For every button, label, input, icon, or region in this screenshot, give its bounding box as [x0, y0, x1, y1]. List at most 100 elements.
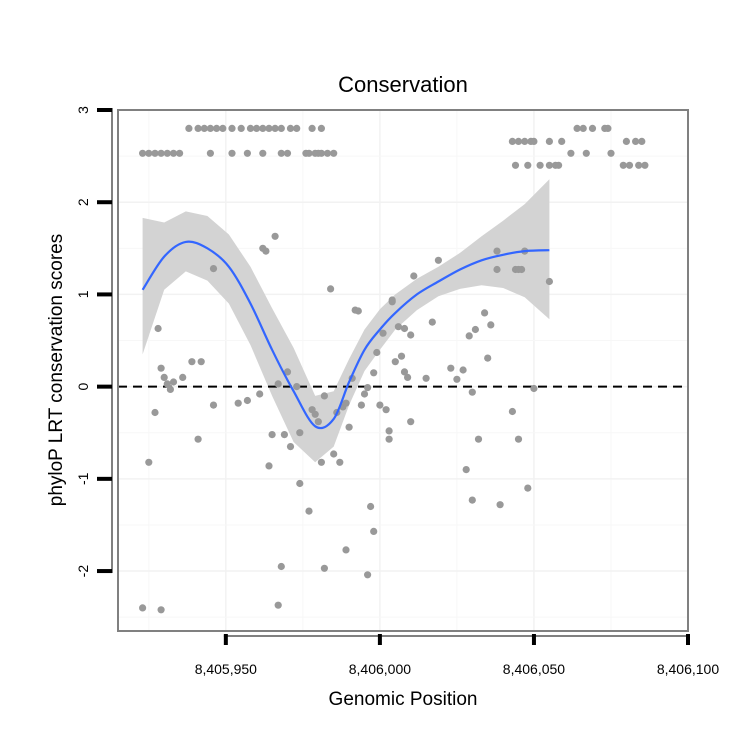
data-point	[219, 124, 227, 132]
data-point	[163, 149, 171, 157]
data-point	[376, 401, 384, 409]
data-point	[330, 450, 338, 458]
data-point	[277, 124, 285, 132]
data-point	[468, 388, 476, 396]
data-point	[345, 423, 353, 431]
x-tick-label: 8,406,000	[349, 661, 411, 677]
data-point	[422, 374, 430, 382]
data-point	[388, 296, 396, 304]
data-point	[641, 161, 649, 169]
data-point	[213, 124, 221, 132]
data-point	[604, 124, 612, 132]
data-point	[259, 124, 267, 132]
data-point	[385, 435, 393, 443]
y-tick-label: -1	[75, 472, 91, 485]
confidence-band-area	[142, 179, 550, 463]
data-point	[293, 383, 301, 391]
data-point	[305, 507, 313, 515]
data-point	[638, 137, 646, 145]
y-tick-label: 0	[75, 382, 91, 390]
data-point	[209, 401, 218, 409]
data-point	[394, 323, 402, 331]
data-point	[283, 368, 292, 376]
data-point	[465, 332, 473, 340]
y-tick-label: -2	[75, 565, 91, 578]
data-point	[271, 232, 279, 240]
x-axis-title: Genomic Position	[329, 689, 478, 710]
data-point	[320, 564, 328, 572]
data-point	[558, 137, 566, 145]
data-point	[493, 265, 501, 274]
x-tick-label: 8,406,050	[503, 661, 565, 677]
data-point	[200, 124, 208, 132]
data-point	[163, 380, 171, 388]
axes: 8,405,950 8,406,000 8,406,050 8,406,100 -2 -1…	[75, 106, 719, 677]
data-point	[514, 435, 523, 443]
data-point	[496, 501, 504, 509]
data-point	[320, 392, 328, 400]
data-point	[237, 124, 245, 132]
data-point	[434, 256, 442, 264]
x-tick-label: 8,406,100	[657, 661, 719, 677]
data-point	[296, 429, 304, 437]
data-point	[194, 124, 202, 132]
y-axis-title: phyloP LRT conservation scores	[46, 234, 67, 507]
data-point	[379, 329, 387, 337]
data-point	[145, 149, 153, 157]
confidence-band	[142, 179, 550, 463]
data-point	[151, 408, 159, 417]
data-point	[296, 479, 304, 488]
data-point	[139, 149, 147, 157]
data-point	[206, 149, 214, 157]
data-point	[311, 410, 319, 418]
data-point	[428, 318, 436, 326]
data-point	[157, 149, 165, 157]
data-point	[157, 606, 165, 614]
data-point	[536, 161, 544, 169]
data-point	[157, 364, 165, 372]
data-point	[474, 435, 483, 443]
data-point	[545, 137, 554, 145]
data-point	[280, 431, 288, 439]
data-point	[370, 369, 378, 377]
data-point	[169, 149, 178, 157]
data-point	[305, 149, 313, 157]
x-tick-label: 8,405,950	[195, 661, 257, 677]
data-point	[400, 368, 409, 376]
data-point	[367, 502, 375, 511]
data-point	[277, 149, 285, 157]
data-point	[508, 407, 516, 416]
data-point	[518, 265, 526, 274]
data-point	[382, 406, 390, 414]
data-point	[407, 331, 415, 339]
data-point	[635, 161, 643, 169]
data-point	[579, 124, 587, 132]
data-point	[314, 418, 322, 426]
grid	[118, 110, 688, 631]
data-point	[530, 384, 538, 393]
data-point	[391, 358, 399, 366]
data-point	[234, 399, 242, 407]
data-point	[286, 443, 295, 451]
data-point	[447, 364, 455, 372]
data-point	[524, 161, 532, 169]
data-point	[262, 247, 270, 255]
data-point	[317, 149, 325, 157]
data-point	[323, 149, 332, 157]
data-point	[468, 496, 476, 504]
data-point	[246, 124, 255, 132]
y-tick-label: 3	[75, 106, 91, 114]
y-tick-label: 1	[75, 290, 91, 298]
data-point	[364, 571, 372, 579]
data-point	[330, 149, 338, 157]
data-point	[317, 458, 325, 466]
data-point	[243, 396, 251, 405]
data-point	[459, 366, 467, 374]
data-point	[407, 418, 415, 426]
data-point	[169, 378, 178, 386]
data-point	[573, 124, 581, 132]
data-point	[259, 149, 267, 157]
data-point	[588, 124, 597, 132]
data-point	[524, 484, 532, 492]
